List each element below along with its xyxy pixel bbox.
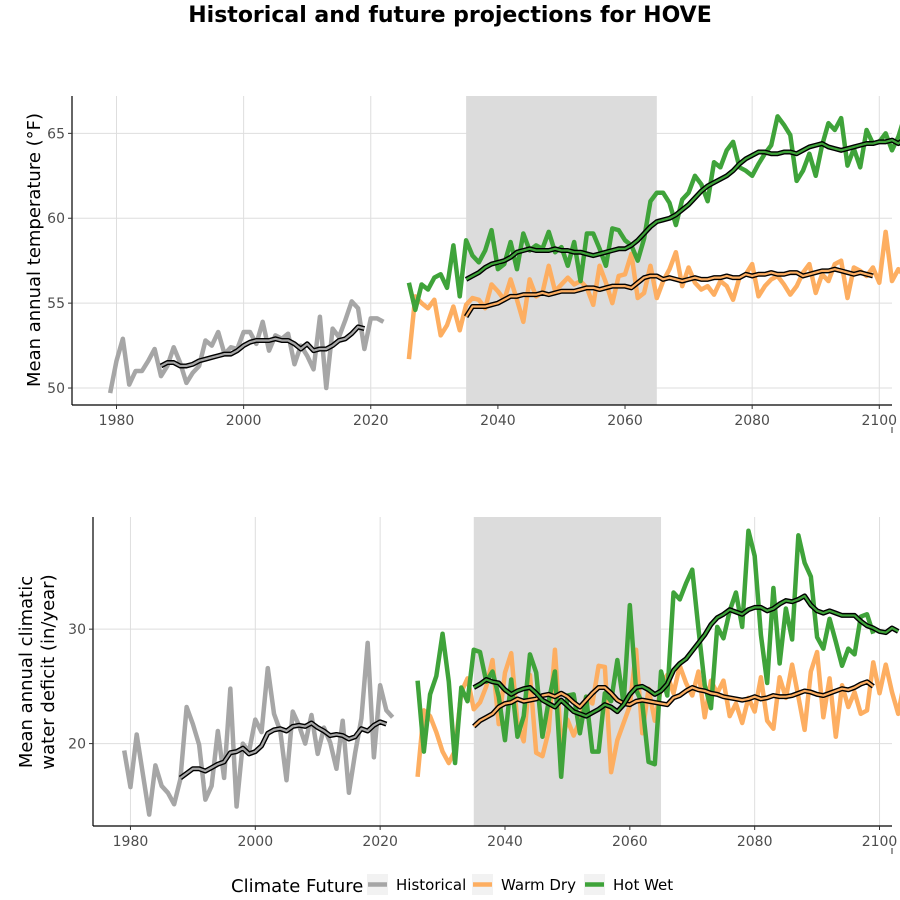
y-tick-label: 60 <box>47 211 65 227</box>
x-tick-label: 2080 <box>734 413 770 429</box>
series-line-hot-wet <box>415 528 876 780</box>
y-tick-label: 50 <box>47 381 65 397</box>
x-tick-label: 2020 <box>353 413 389 429</box>
smoothed-line-historical-smoothed <box>179 720 387 779</box>
y-axis-title: Mean annual climaticwater deficit (in/ye… <box>16 574 59 769</box>
series-line-historical <box>121 640 395 817</box>
temperature-panel: 1980 2000 2020 2040 2060 2080 2100 50 55 60 65Mean… <box>24 96 900 433</box>
water-deficit-panel: 1980 2000 2020 2040 2060 2080 2100 20 30 Mean ann… <box>16 517 900 854</box>
smoothed-line-warm-dry-smoothed <box>465 268 874 318</box>
series-line-warm-dry <box>406 229 900 360</box>
y-axis-title-line: Mean annual climatic <box>16 576 37 768</box>
x-tick-label: 2060 <box>612 834 648 850</box>
x-tick-label: 2020 <box>362 834 398 850</box>
x-tick-label: 2100 <box>862 834 898 850</box>
legend-label-warm-dry: Warm Dry <box>501 876 576 894</box>
series-line-historical <box>107 299 385 394</box>
legend-title: Climate Future <box>231 876 363 897</box>
smoothed-line-hot-wet-smoothed <box>473 594 899 718</box>
legend-items: Historical Warm Dry Hot Wet <box>367 874 673 895</box>
x-tick-label: 2080 <box>737 834 773 850</box>
y-tick-label: 20 <box>68 737 86 753</box>
chart-title: Historical and future projections for HO… <box>188 3 712 28</box>
x-tick-label: 2000 <box>237 834 273 850</box>
x-tick-label: 2040 <box>487 834 523 850</box>
x-tick-label: 2000 <box>226 413 262 429</box>
y-tick-label: 65 <box>47 126 65 142</box>
legend-label-hot-wet: Hot Wet <box>613 876 673 894</box>
y-tick-label: 30 <box>68 622 86 638</box>
legend: Climate Future Historical Warm Dry Hot Wet <box>231 874 673 897</box>
legend-label-historical: Historical <box>396 876 466 894</box>
x-tick-label: 1980 <box>99 413 135 429</box>
x-tick-label: 2040 <box>480 413 516 429</box>
y-axis-title: Mean annual temperature (°F) <box>24 113 45 387</box>
x-tick-label: 2060 <box>607 413 643 429</box>
x-tick-label: 2100 <box>861 413 897 429</box>
smoothed-line-historical-smoothed <box>160 325 365 368</box>
y-axis-title-line: Mean annual temperature (°F) <box>24 113 45 387</box>
y-tick-label: 55 <box>47 296 65 312</box>
smoothed-line-hot-wet-smoothed <box>465 139 900 281</box>
x-tick-label: 1980 <box>113 834 149 850</box>
y-axis-title-line: water deficit (in/year) <box>38 574 59 769</box>
